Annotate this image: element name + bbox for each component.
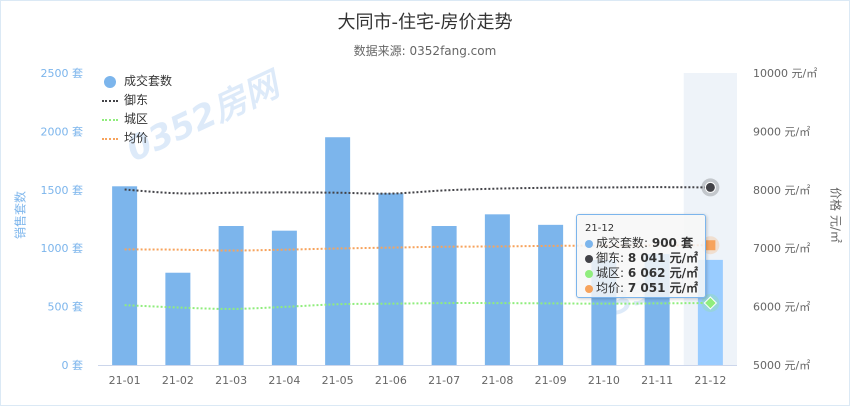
chart-legend: 成交套数 御东 城区 均价 — [100, 72, 172, 148]
series-dot-icon — [585, 254, 593, 263]
right-tick-label: 7000 元/㎡ — [753, 242, 810, 255]
legend-label: 均价 — [124, 131, 149, 145]
x-tick-label: 21-05 — [322, 374, 354, 387]
bar-21-04[interactable] — [271, 230, 297, 365]
right-tick-label: 8000 元/㎡ — [753, 184, 810, 197]
x-tick-label: 21-12 — [694, 374, 726, 387]
x-tick-label: 21-08 — [481, 374, 513, 387]
bar-21-08[interactable] — [484, 214, 510, 365]
chart-subtitle: 数据来源: 0352fang.com — [353, 44, 497, 58]
bar-21-05[interactable] — [325, 137, 351, 365]
x-tick-label: 21-02 — [162, 374, 194, 387]
bar-21-01[interactable] — [112, 186, 138, 365]
line-yudong[interactable] — [124, 186, 711, 195]
left-tick-label: 1500 套 — [41, 184, 84, 197]
legend-item-yudong[interactable]: 御东 — [100, 91, 172, 110]
tooltip-header: 21-12 — [585, 223, 615, 234]
right-tick-label: 5000 元/㎡ — [753, 359, 810, 372]
tooltip-row: 御东: 8 041 元/㎡ — [585, 251, 705, 266]
line-avg[interactable] — [124, 244, 711, 252]
chart-tooltip: 21-12 成交套数: 900 套 御东: 8 041 元/㎡ 城区: 6 06… — [576, 214, 706, 298]
left-tick-label: 1000 套 — [41, 242, 84, 255]
bar-21-03[interactable] — [218, 226, 244, 365]
legend-item-chengqu[interactable]: 城区 — [100, 110, 172, 129]
tooltip-row: 城区: 6 062 元/㎡ — [585, 266, 705, 281]
series-dot-icon — [585, 269, 593, 278]
legend-dotted-line-icon — [102, 99, 118, 102]
x-tick-label: 21-03 — [215, 374, 247, 387]
x-tick-label: 21-11 — [641, 374, 673, 387]
left-axis-title: 销售套数 — [13, 190, 28, 240]
x-tick-label: 21-09 — [535, 374, 567, 387]
series-dot-icon — [585, 239, 593, 248]
series-dot-icon — [585, 284, 593, 293]
chart-title: 大同市-住宅-房价走势 — [337, 12, 513, 33]
right-tick-label: 10000 元/㎡ — [753, 67, 817, 80]
right-axis-title: 价格 元/㎡ — [828, 187, 843, 243]
bar-21-07[interactable] — [431, 226, 457, 365]
x-tick-label: 21-10 — [588, 374, 620, 387]
right-tick-label: 6000 元/㎡ — [753, 301, 810, 314]
legend-dotted-line-icon — [102, 118, 118, 121]
legend-item-avg[interactable]: 均价 — [100, 129, 172, 148]
right-tick-label: 9000 元/㎡ — [753, 125, 810, 138]
left-tick-label: 500 套 — [48, 301, 84, 314]
x-tick-label: 21-07 — [428, 374, 460, 387]
bar-21-06[interactable] — [378, 193, 404, 365]
left-tick-label: 2500 套 — [41, 67, 84, 80]
marker-chengqu — [703, 296, 718, 310]
left-tick-label: 2000 套 — [41, 125, 84, 138]
bar-21-02[interactable] — [165, 272, 191, 365]
line-chengqu[interactable] — [124, 301, 711, 310]
marker-yudong — [704, 181, 716, 193]
legend-dotted-line-icon — [102, 137, 118, 140]
left-tick-label: 0 套 — [62, 359, 84, 372]
legend-label: 御东 — [124, 93, 149, 107]
x-tick-label: 21-04 — [268, 374, 300, 387]
x-tick-label: 21-01 — [109, 374, 141, 387]
bar-21-09[interactable] — [538, 224, 564, 365]
legend-item-deals[interactable]: 成交套数 — [100, 72, 172, 91]
marker-avg — [705, 240, 716, 251]
x-tick-label: 21-06 — [375, 374, 407, 387]
legend-label: 城区 — [124, 112, 149, 126]
tooltip-row: 成交套数: 900 套 — [585, 236, 705, 251]
legend-label: 成交套数 — [124, 74, 173, 88]
legend-circle-icon — [104, 75, 116, 88]
tooltip-row: 均价: 7 051 元/㎡ — [585, 281, 705, 296]
